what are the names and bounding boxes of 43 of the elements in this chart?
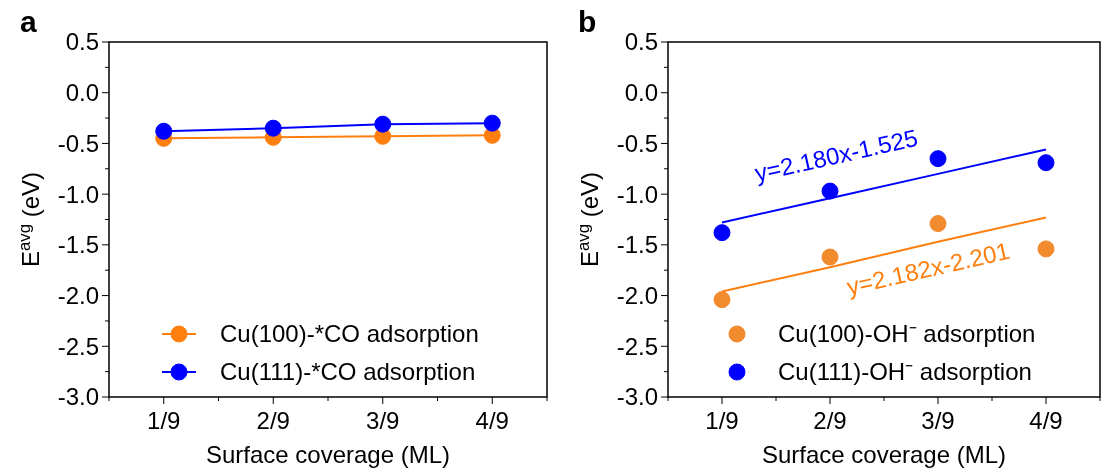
y-tick-label: -1.0 bbox=[57, 180, 99, 208]
point bbox=[929, 215, 947, 233]
y-tick-label: -1.5 bbox=[616, 231, 658, 259]
y-tick-label: -0.5 bbox=[57, 129, 99, 157]
x-tick-label: 1/9 bbox=[705, 407, 739, 434]
point bbox=[821, 248, 839, 266]
point bbox=[929, 150, 947, 168]
y-tick-label: -3.0 bbox=[57, 383, 99, 411]
y-tick-label: 0.5 bbox=[65, 28, 99, 56]
y-tick-label: -1.5 bbox=[57, 231, 99, 259]
point bbox=[713, 224, 731, 242]
legend-label: Cu(100)-OH⁻ adsorption bbox=[778, 320, 1036, 348]
point bbox=[483, 114, 501, 132]
y-tick-label: -2.5 bbox=[57, 332, 99, 360]
point bbox=[155, 122, 173, 140]
legend-label: Cu(111)-*CO adsorption bbox=[220, 358, 476, 386]
y-tick-label: -3.0 bbox=[616, 383, 658, 411]
y-tick-label: 0.0 bbox=[65, 79, 99, 107]
point bbox=[374, 115, 392, 133]
legend-label: Cu(100)-*CO adsorption bbox=[220, 320, 479, 348]
y-tick-label: 0.5 bbox=[624, 28, 658, 56]
x-tick-label: 3/9 bbox=[366, 407, 400, 434]
point bbox=[1037, 240, 1055, 258]
chart-title: a bbox=[20, 5, 37, 38]
x-axis-title: Surface coverage (ML) bbox=[205, 441, 451, 468]
y-tick-label: -1.0 bbox=[616, 180, 658, 208]
y-tick-label: 0.0 bbox=[624, 79, 658, 107]
y-tick-label: -2.0 bbox=[616, 281, 658, 309]
x-tick-label: 3/9 bbox=[921, 407, 955, 434]
point bbox=[1037, 154, 1055, 172]
legend-label: Cu(111)-OH⁻ adsorption bbox=[778, 358, 1032, 386]
chart-title: b bbox=[578, 5, 597, 38]
x-tick-label: 4/9 bbox=[1029, 407, 1063, 434]
x-tick-label: 2/9 bbox=[256, 407, 290, 434]
y-tick-label: -2.0 bbox=[57, 281, 99, 309]
y-tick-label: -0.5 bbox=[616, 129, 658, 157]
x-tick-label: 1/9 bbox=[147, 407, 181, 434]
x-tick-label: 2/9 bbox=[813, 407, 847, 434]
x-tick-label: 4/9 bbox=[475, 407, 509, 434]
y-tick-label: -2.5 bbox=[616, 332, 658, 360]
point bbox=[713, 291, 731, 309]
x-axis-title: Surface coverage (ML) bbox=[761, 441, 1007, 468]
point bbox=[264, 119, 282, 137]
